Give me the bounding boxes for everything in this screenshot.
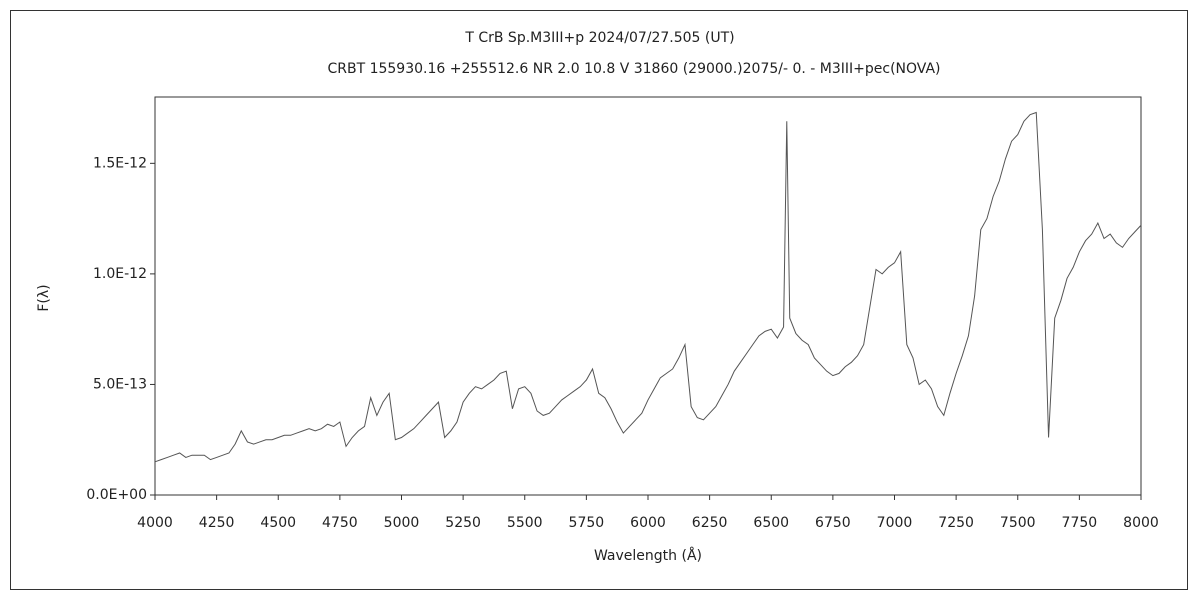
x-tick-label: 7750 [1062, 515, 1098, 531]
x-tick-label: 4500 [260, 515, 296, 531]
y-axis-label: F(λ) [36, 284, 52, 311]
x-tick-label: 6750 [815, 515, 851, 531]
x-tick-label: 6000 [630, 515, 666, 531]
y-tick-label: 5.0E-13 [93, 376, 147, 392]
x-tick-label: 5000 [384, 515, 420, 531]
x-tick-label: 4250 [199, 515, 235, 531]
chart-subtitle: CRBT 155930.16 +255512.6 NR 2.0 10.8 V 3… [327, 61, 940, 77]
x-tick-label: 8000 [1123, 515, 1159, 531]
x-tick-label: 5500 [507, 515, 543, 531]
chart-title: T CrB Sp.M3III+p 2024/07/27.505 (UT) [464, 30, 734, 46]
y-tick-label: 0.0E+00 [86, 487, 147, 503]
x-tick-label: 5750 [569, 515, 605, 531]
x-tick-label: 7250 [938, 515, 974, 531]
outer-frame [10, 10, 1188, 590]
x-tick-label: 5250 [445, 515, 481, 531]
x-tick-label: 7500 [1000, 515, 1036, 531]
y-tick-label: 1.0E-12 [93, 266, 147, 282]
x-tick-label: 6500 [753, 515, 789, 531]
spectrum-line [154, 111, 1142, 463]
x-tick-label: 6250 [692, 515, 728, 531]
x-tick-label: 4000 [137, 515, 173, 531]
y-tick-label: 1.5E-12 [93, 155, 147, 171]
x-axis-label: Wavelength (Å) [594, 547, 702, 564]
plot-frame [154, 96, 1142, 496]
x-tick-label: 4750 [322, 515, 358, 531]
x-tick-label: 7000 [877, 515, 913, 531]
